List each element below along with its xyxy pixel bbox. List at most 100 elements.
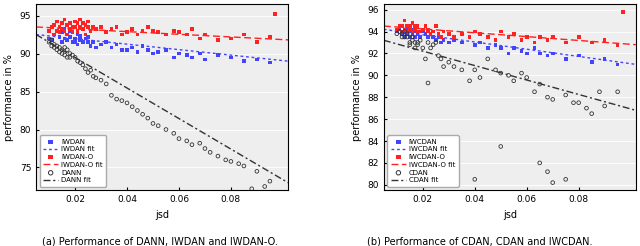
Point <box>573 54 584 58</box>
Point <box>60 46 70 49</box>
Point <box>226 55 236 59</box>
Point <box>116 99 127 103</box>
Point <box>618 10 628 14</box>
Point <box>200 58 210 62</box>
Point <box>431 38 441 42</box>
Point <box>72 29 83 33</box>
Point <box>397 24 407 28</box>
Point <box>495 144 506 148</box>
Point <box>54 25 65 29</box>
Point <box>504 51 514 55</box>
Point <box>402 32 412 36</box>
Point <box>81 36 91 40</box>
Point <box>116 48 127 52</box>
Point <box>60 27 70 31</box>
Point <box>72 59 83 63</box>
Point <box>423 30 433 33</box>
Point <box>399 30 410 33</box>
Point <box>62 55 72 59</box>
Point <box>404 30 415 33</box>
Point <box>143 48 153 52</box>
Point <box>101 30 111 34</box>
Point <box>127 46 138 49</box>
Point <box>516 49 527 53</box>
Point <box>548 97 558 101</box>
Point <box>65 52 75 56</box>
Point <box>516 71 527 75</box>
Point <box>161 127 171 131</box>
Text: (a) Performance of DANN, IWDAN and IWDAN-O.: (a) Performance of DANN, IWDAN and IWDAN… <box>42 236 278 246</box>
Point <box>213 38 223 42</box>
Point <box>174 52 184 56</box>
Point <box>49 23 60 27</box>
Point <box>106 46 116 49</box>
Point <box>423 35 433 39</box>
Point <box>423 30 433 33</box>
Point <box>495 46 506 50</box>
Point <box>60 29 70 33</box>
Point <box>70 25 80 29</box>
Point <box>534 35 545 39</box>
Point <box>420 57 431 61</box>
Point <box>399 19 410 23</box>
Point <box>132 50 143 54</box>
Point <box>548 181 558 184</box>
Point <box>600 104 610 108</box>
Point <box>200 32 210 36</box>
Point <box>65 27 75 31</box>
Point <box>490 43 500 47</box>
Point <box>413 30 423 33</box>
Point <box>96 25 106 29</box>
Point <box>200 147 210 151</box>
Point <box>573 101 584 105</box>
Point <box>415 35 426 39</box>
Point <box>410 27 420 31</box>
Point <box>111 25 122 29</box>
Point <box>70 20 80 24</box>
Point <box>431 41 441 45</box>
Point <box>161 48 171 52</box>
Point <box>413 41 423 45</box>
Point <box>246 187 257 191</box>
Point <box>407 21 417 25</box>
Point <box>49 46 60 49</box>
Point <box>195 52 205 56</box>
Point <box>404 35 415 39</box>
Point <box>148 52 158 56</box>
Point <box>490 38 500 42</box>
Point <box>174 137 184 141</box>
Point <box>423 41 433 45</box>
Point <box>516 38 527 42</box>
Point <box>457 68 467 72</box>
Point <box>586 60 596 64</box>
Point <box>426 32 436 36</box>
Point <box>138 29 148 33</box>
Legend: IWDAN, IWDAN fit, IWDAN-O, IWDAN-O fit, DANN, DANN fit: IWDAN, IWDAN fit, IWDAN-O, IWDAN-O fit, … <box>40 135 106 187</box>
Point <box>420 32 431 36</box>
Point <box>54 46 65 49</box>
Point <box>470 30 480 33</box>
Point <box>86 68 96 72</box>
Point <box>47 25 57 29</box>
Point <box>83 71 93 75</box>
Point <box>402 24 412 28</box>
Point <box>444 32 454 36</box>
Point <box>413 32 423 36</box>
Point <box>612 43 623 47</box>
Point <box>138 112 148 116</box>
Point <box>88 40 99 44</box>
Point <box>522 51 532 55</box>
Point <box>404 43 415 47</box>
Point <box>504 73 514 77</box>
Point <box>407 32 417 36</box>
Point <box>522 76 532 79</box>
Point <box>438 65 449 69</box>
Point <box>96 43 106 46</box>
Point <box>182 32 192 36</box>
Point <box>83 20 93 24</box>
Point <box>88 25 99 29</box>
Point <box>153 124 163 128</box>
Point <box>438 30 449 33</box>
Point <box>600 38 610 42</box>
Point <box>91 27 101 31</box>
